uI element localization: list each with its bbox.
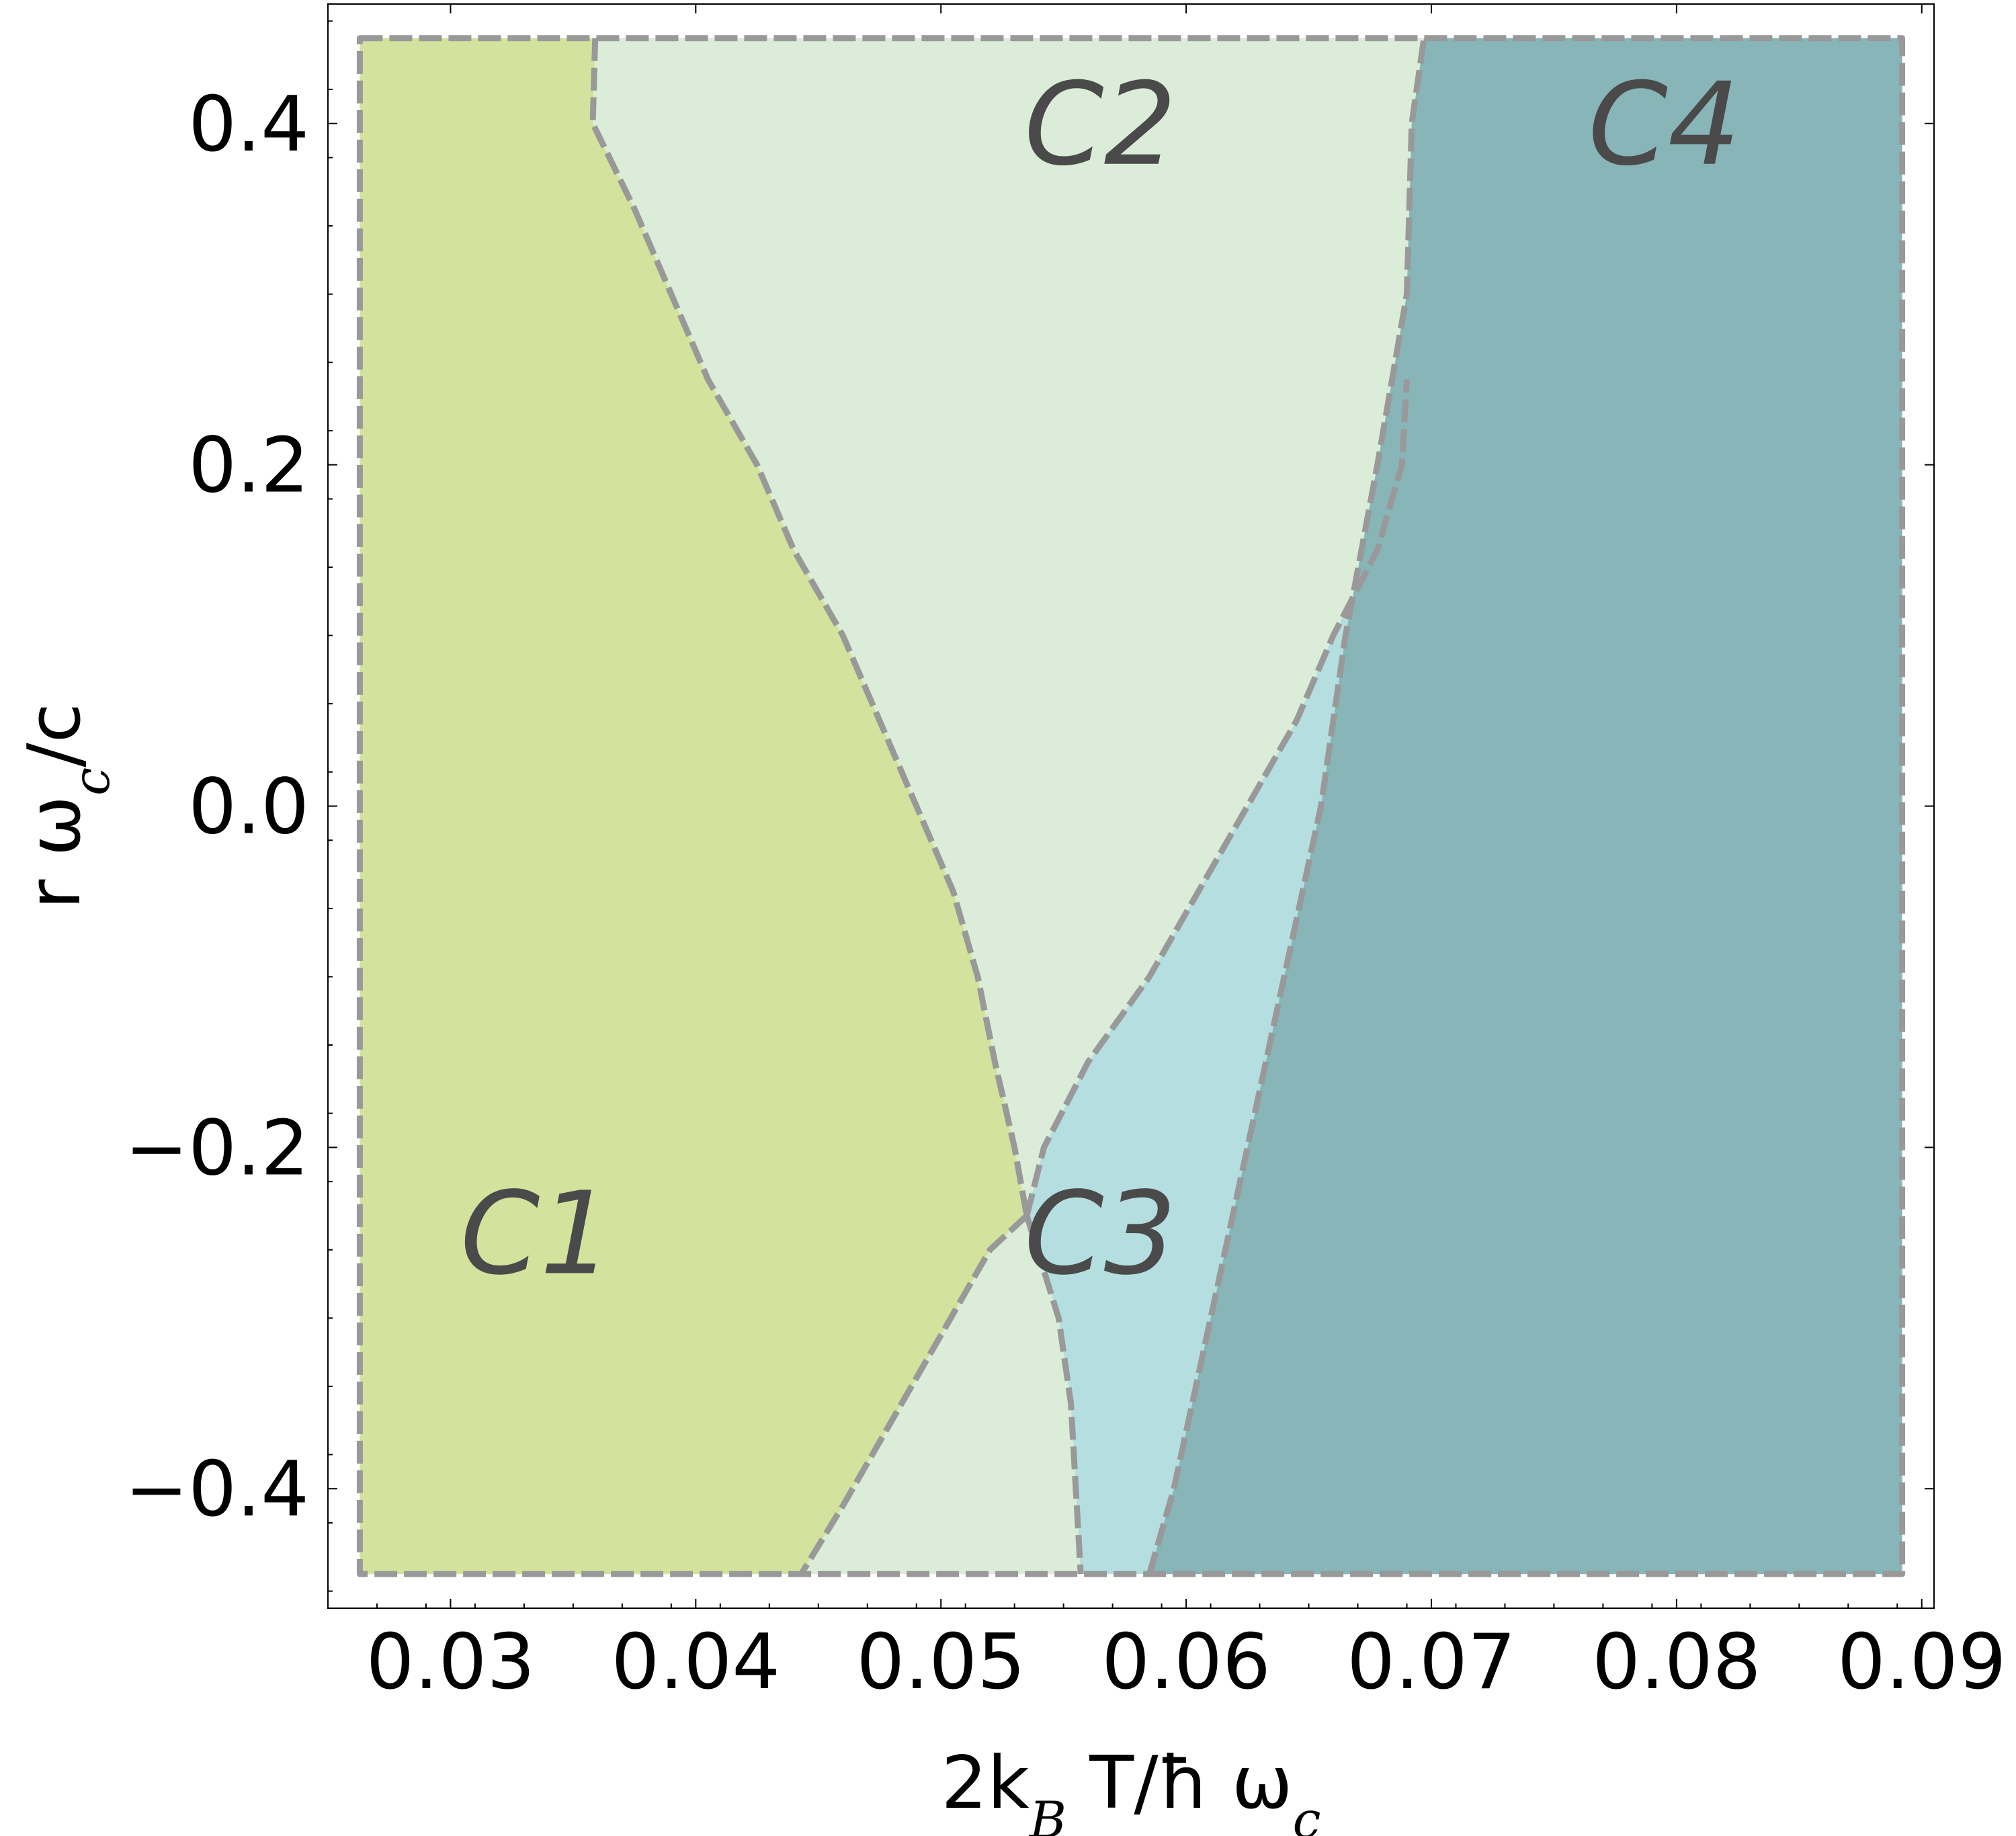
region-c4 — [1149, 38, 1902, 1575]
y-tick-label: 0.4 — [188, 80, 309, 169]
x-tick-label: 0.06 — [1101, 1618, 1271, 1706]
x-tick-label: 0.03 — [366, 1618, 536, 1706]
x-tick-label: 0.08 — [1592, 1618, 1761, 1706]
region-label-c4: C4 — [1588, 58, 1740, 192]
region-outline — [356, 35, 1906, 1577]
region-c3 — [1026, 379, 1407, 1575]
region-label-c3: C3 — [1024, 1167, 1177, 1300]
boundary-line-1 — [589, 38, 1030, 1216]
y-tick-label: 0.0 — [188, 763, 309, 851]
y-tick-label: −0.4 — [125, 1445, 309, 1534]
x-tick-label: 0.07 — [1347, 1618, 1516, 1706]
region-labels: C1 C2 C3 C4 — [460, 58, 1740, 1301]
region-label-c2: C2 — [1024, 58, 1177, 192]
y-tick-label: −0.2 — [125, 1103, 309, 1192]
ticks-layer: 0.03 0.04 0.05 0.06 0.07 0.08 0.09 −0.4 −0.2 0.0 0… — [125, 4, 2007, 1706]
regions-layer — [360, 38, 1902, 1575]
boundary-line-2 — [798, 1213, 1029, 1576]
region-c1 — [360, 38, 1027, 1575]
boundary-line-3 — [1023, 379, 1410, 1217]
boundary-line-4 — [1023, 1214, 1084, 1575]
x-tick-label: 0.05 — [856, 1618, 1025, 1706]
boundaries-layer — [356, 35, 1906, 1577]
y-tick-label: 0.2 — [188, 421, 309, 510]
x-axis-label: 2kB T/ħ ωc — [941, 1741, 1321, 1836]
x-tick-label: 0.04 — [612, 1618, 781, 1706]
region-label-c1: C1 — [460, 1167, 613, 1300]
boundary-line-5 — [1146, 38, 1427, 1575]
y-axis-label: r ωc/c — [13, 703, 121, 909]
x-tick-label: 0.09 — [1837, 1618, 2007, 1706]
